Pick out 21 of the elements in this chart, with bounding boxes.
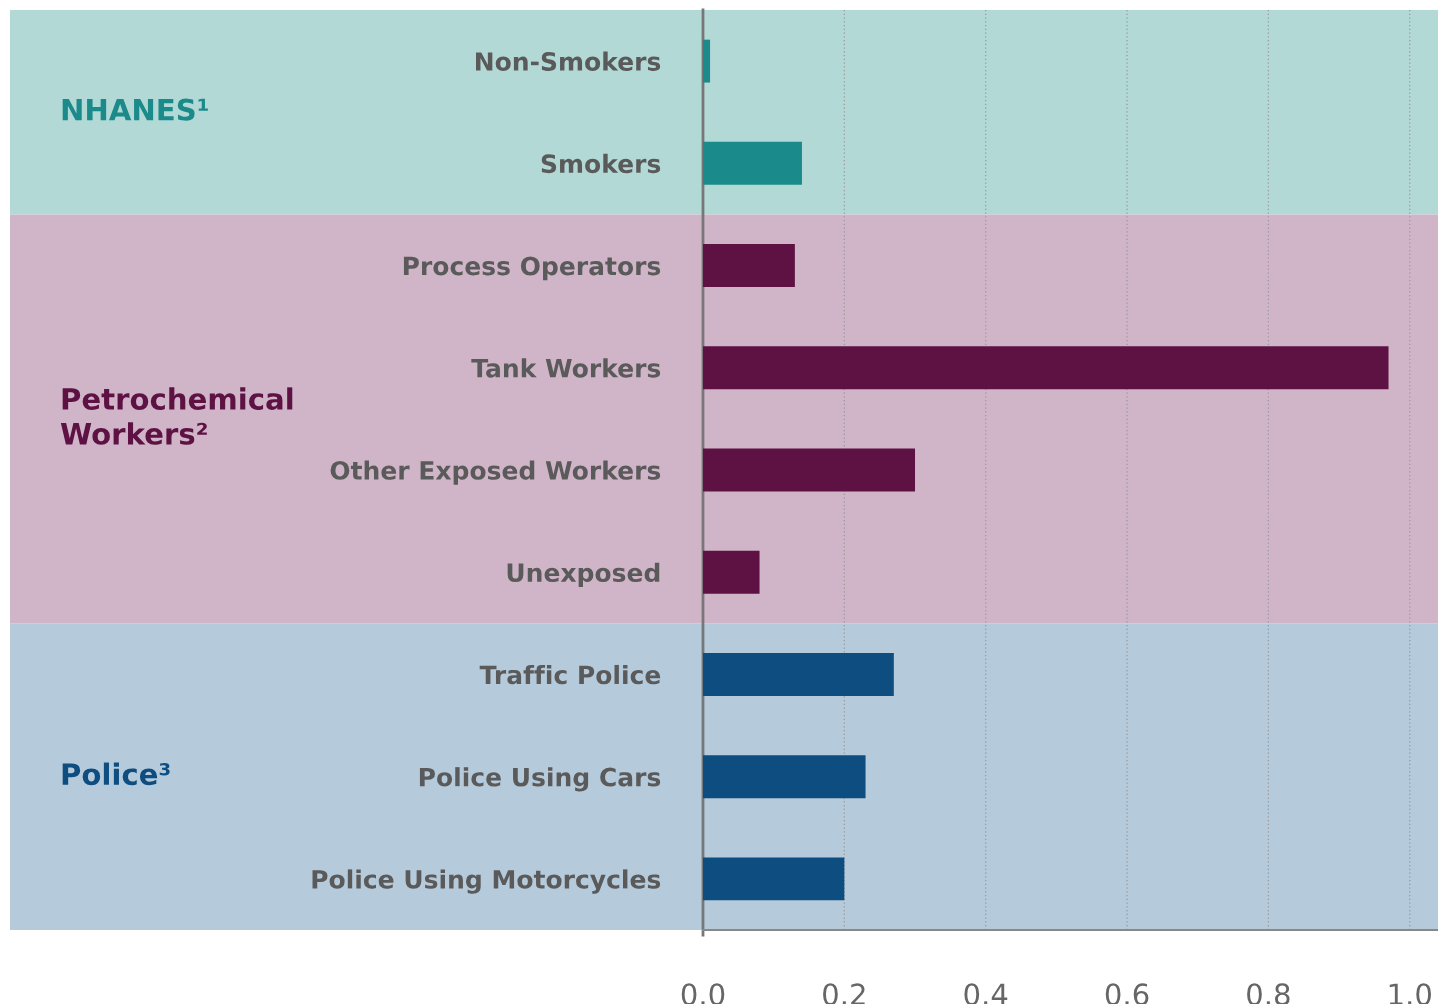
y-tick-label: Traffic Police — [479, 664, 661, 685]
bar — [703, 39, 711, 83]
y-tick-label: Non-Smokers — [476, 51, 661, 71]
y-tick-label: Process Operators — [403, 256, 661, 281]
band-label: NHANES¹ — [62, 98, 208, 121]
bar — [703, 550, 760, 594]
bar — [703, 346, 1389, 390]
band-label: Petrochemical Workers² — [60, 387, 293, 445]
y-tick-label: Police Using Cars — [419, 767, 661, 792]
bar — [703, 755, 866, 799]
y-tick-label: Tank Workers — [471, 358, 661, 378]
y-tick-label: Other Exposed Workers — [330, 460, 661, 485]
bar — [703, 448, 916, 492]
bar — [703, 652, 894, 696]
y-tick-label: Police Using Motorcycles — [312, 869, 661, 894]
band-label: Police³ — [62, 762, 170, 786]
y-tick-label: Unexposed — [507, 562, 660, 587]
bar — [703, 244, 795, 288]
bar — [703, 141, 802, 185]
y-tick-label: Smokers — [541, 153, 661, 174]
bar — [703, 857, 845, 901]
